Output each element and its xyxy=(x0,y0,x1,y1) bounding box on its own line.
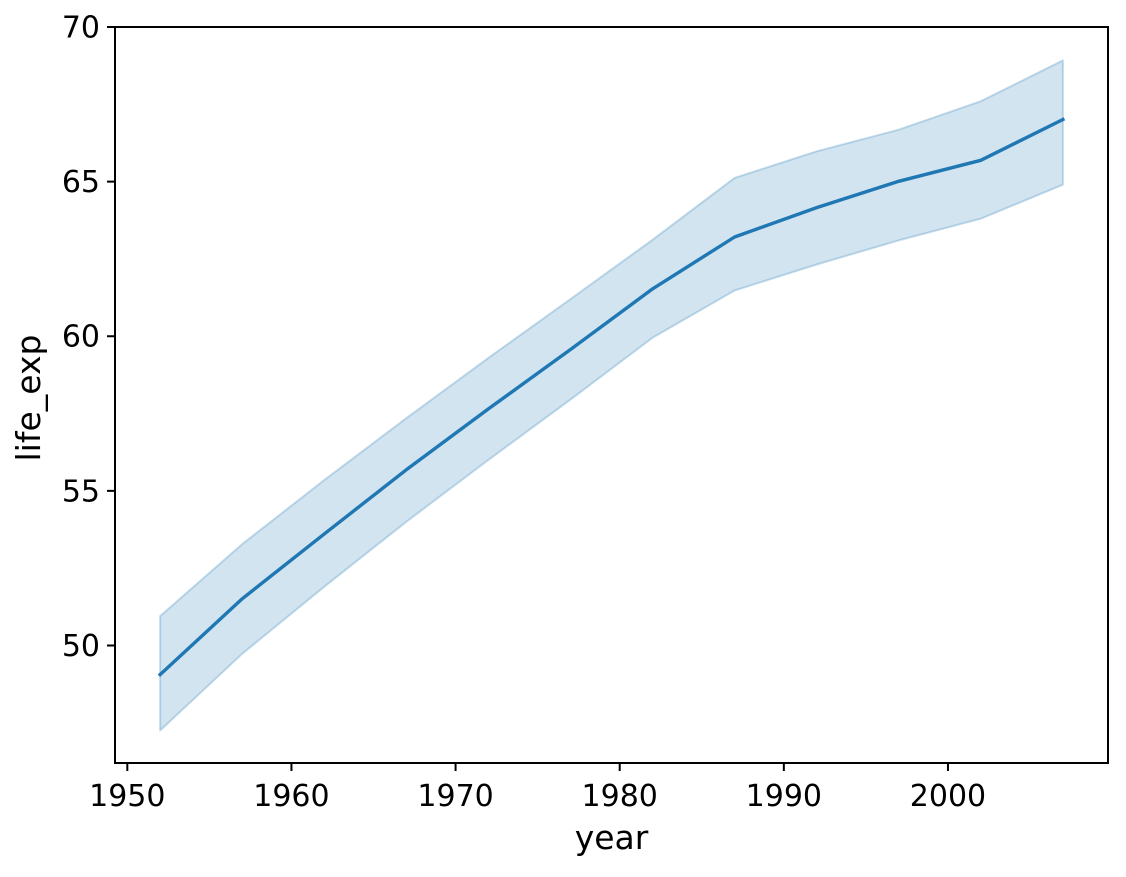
x-tick-label: 2000 xyxy=(910,779,986,814)
ci-band-area xyxy=(159,59,1064,732)
axes-spines xyxy=(114,26,1109,764)
y-axis-ticks: 50 55 60 65 70 xyxy=(62,11,115,664)
x-tick-label: 1970 xyxy=(417,779,493,814)
trend-line xyxy=(157,117,1066,678)
x-axis-label: year xyxy=(575,818,649,857)
x-tick-label: 1950 xyxy=(89,779,165,814)
y-axis-label: life_exp xyxy=(9,335,48,462)
x-tick-label: 1990 xyxy=(746,779,822,814)
y-tick-label: 70 xyxy=(62,11,100,46)
x-tick-label: 1960 xyxy=(253,779,329,814)
plot-border xyxy=(114,26,1109,764)
ci-band xyxy=(159,59,1064,732)
x-axis-ticks: 1950 1960 1970 1980 1990 2000 xyxy=(89,763,986,814)
y-tick-label: 60 xyxy=(62,320,100,355)
life-exp-line xyxy=(157,117,1066,678)
y-tick-label: 55 xyxy=(62,474,100,509)
y-tick-label: 50 xyxy=(62,629,100,664)
y-tick-label: 65 xyxy=(62,165,100,200)
x-tick-label: 1980 xyxy=(582,779,658,814)
